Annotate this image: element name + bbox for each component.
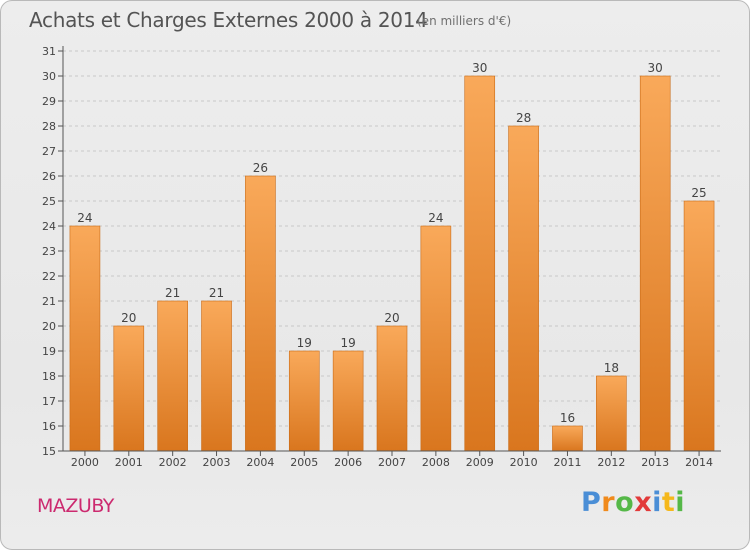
- x-tick-label: 2013: [641, 456, 669, 469]
- data-label: 30: [648, 61, 663, 75]
- bar: [552, 425, 583, 452]
- bar: [69, 225, 101, 452]
- data-label: 18: [604, 361, 619, 375]
- y-tick-label: 24: [42, 220, 56, 233]
- data-label: 28: [516, 111, 531, 125]
- data-label: 21: [165, 286, 180, 300]
- bar: [596, 375, 627, 452]
- data-label: 25: [691, 186, 706, 200]
- y-tick-label: 15: [42, 445, 56, 458]
- y-tick-label: 21: [42, 295, 56, 308]
- logo-letter: t: [661, 487, 676, 518]
- x-tick-label: 2005: [290, 456, 318, 469]
- data-label: 30: [472, 61, 487, 75]
- x-tick-label: 2004: [246, 456, 274, 469]
- y-tick-label: 30: [42, 70, 56, 83]
- bar: [113, 325, 145, 452]
- data-label: 21: [209, 286, 224, 300]
- x-tick-label: 2003: [203, 456, 231, 469]
- bar: [245, 175, 276, 452]
- y-tick-label: 28: [42, 120, 56, 133]
- data-label: 24: [428, 211, 443, 225]
- y-tick-label: 23: [42, 245, 56, 258]
- x-tick-label: 2008: [422, 456, 450, 469]
- y-tick-label: 17: [42, 395, 56, 408]
- data-label: 24: [77, 211, 92, 225]
- data-label: 19: [340, 336, 355, 350]
- x-tick-label: 2007: [378, 456, 406, 469]
- data-label: 16: [560, 411, 575, 425]
- bar: [639, 75, 671, 452]
- bars: [69, 75, 715, 452]
- y-tick-label: 25: [42, 195, 56, 208]
- bar: [420, 225, 452, 452]
- y-tick-label: 31: [42, 45, 56, 58]
- logo-letter: i: [675, 487, 686, 518]
- y-tick-label: 16: [42, 420, 56, 433]
- data-labels: 24 20 21 21 26 19 19 20 24 30 28 16 18 30 25: [77, 61, 706, 425]
- logo-letter: r: [601, 487, 616, 518]
- x-tick-label: 2011: [553, 456, 581, 469]
- proxiti-logo[interactable]: Proxiti: [581, 487, 685, 518]
- commune-name: MAZUBY: [37, 495, 114, 517]
- x-tick-label: 2014: [685, 456, 713, 469]
- x-tick-label: 2006: [334, 456, 362, 469]
- bar: [332, 350, 364, 452]
- bar: [288, 350, 320, 452]
- x-tick-label: 2001: [115, 456, 143, 469]
- x-tick-label: 2012: [597, 456, 625, 469]
- logo-letter: i: [652, 487, 662, 518]
- data-label: 26: [253, 161, 268, 175]
- y-tick-label: 26: [42, 170, 56, 183]
- y-tick-label: 29: [42, 95, 56, 108]
- bar: [683, 200, 715, 452]
- y-tick-label: 19: [42, 345, 56, 358]
- y-tick-label: 22: [42, 270, 56, 283]
- bar: [376, 325, 408, 452]
- x-tick-label: 2000: [71, 456, 99, 469]
- x-tick-label: 2002: [159, 456, 187, 469]
- data-label: 20: [121, 311, 136, 325]
- bar: [508, 125, 539, 452]
- y-tick-labels: 15 16 17 18 19 20 21 22 23 24 25 26 27 28 29 30 31: [42, 45, 56, 458]
- data-label: 20: [384, 311, 399, 325]
- bar: [464, 75, 496, 452]
- data-label: 19: [297, 336, 312, 350]
- x-tick-label: 2009: [466, 456, 494, 469]
- bar: [157, 300, 188, 452]
- y-tick-label: 18: [42, 370, 56, 383]
- y-tick-label: 27: [42, 145, 56, 158]
- chart-subtitle: (en milliers d'€): [417, 14, 512, 28]
- bar: [201, 300, 232, 452]
- logo-letter: o: [615, 487, 635, 518]
- y-tick-label: 20: [42, 320, 56, 333]
- chart-title: Achats et Charges Externes 2000 à 2014: [29, 8, 428, 32]
- x-tick-label: 2010: [510, 456, 538, 469]
- x-tick-labels: 2000 2001 2002 2003 2004 2005 2006 2007 2008 2009…: [71, 451, 713, 469]
- logo-letter: P: [581, 487, 602, 518]
- logo-letter: x: [634, 487, 653, 518]
